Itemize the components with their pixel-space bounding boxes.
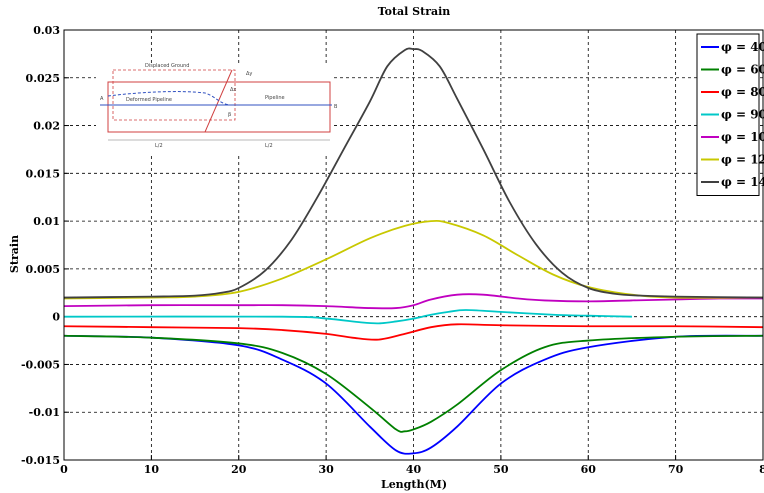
y-tick-label: 0.01 bbox=[33, 215, 60, 228]
inset-label: A bbox=[100, 96, 104, 102]
x-tick-label: 60 bbox=[581, 463, 597, 476]
x-tick-label: 30 bbox=[318, 463, 334, 476]
legend-label: φ = 1200 bbox=[721, 151, 764, 167]
legend-label: φ = 900 bbox=[721, 106, 764, 122]
series-line bbox=[63, 309, 632, 325]
legend: φ = 400 φ = 600 φ = 800 φ = 900 φ = 1000 φ = … bbox=[696, 33, 764, 196]
series-line bbox=[63, 219, 764, 300]
y-tick-label: 0.03 bbox=[33, 24, 60, 37]
y-tick-label: 0.015 bbox=[26, 167, 60, 180]
series-layer bbox=[63, 47, 764, 455]
series-line bbox=[63, 293, 764, 310]
x-tick-label: 8 bbox=[759, 463, 764, 476]
chart-title: Total Strain bbox=[378, 5, 451, 18]
y-tick-label: -0.015 bbox=[21, 454, 60, 467]
inset-pipeline-diagram: Displaced Ground Deformed Pipeline Pipel… bbox=[96, 63, 338, 155]
y-tick-label: 0.025 bbox=[26, 72, 60, 85]
y-tick-label: 0 bbox=[52, 311, 60, 324]
legend-label: φ = 600 bbox=[721, 61, 764, 77]
inset-displaced-ground-box bbox=[112, 69, 236, 121]
plot-frame bbox=[63, 29, 764, 461]
inset-label: Displaced Ground bbox=[145, 63, 189, 69]
inset-label: B bbox=[334, 104, 338, 110]
y-tick-label: 0.005 bbox=[26, 263, 60, 276]
x-tick-label: 20 bbox=[231, 463, 247, 476]
inset-label: Δy bbox=[246, 71, 252, 77]
axis-ticks: 0 10 20 30 40 50 60 70 8 -0.015 -0.01 -0.005 0 0.005 0… bbox=[21, 24, 764, 476]
inset-ground-box bbox=[107, 81, 331, 133]
inset-label: β bbox=[228, 112, 231, 118]
series-line bbox=[63, 334, 764, 433]
legend-label: φ = 1000 bbox=[721, 128, 764, 144]
inset-label: Pipeline bbox=[265, 95, 285, 101]
x-axis-label: Length(M) bbox=[381, 478, 447, 491]
x-tick-label: 70 bbox=[668, 463, 684, 476]
y-tick-label: -0.005 bbox=[21, 358, 60, 371]
x-tick-label: 50 bbox=[493, 463, 509, 476]
series-line bbox=[63, 334, 764, 455]
inset-label: L/2 bbox=[265, 143, 273, 149]
y-axis-label: Strain bbox=[8, 235, 21, 273]
x-tick-label: 0 bbox=[60, 463, 68, 476]
legend-label: φ = 1400 bbox=[721, 173, 764, 189]
legend-label: φ = 800 bbox=[721, 83, 764, 99]
x-tick-label: 40 bbox=[406, 463, 422, 476]
inset-label: Δx bbox=[230, 87, 236, 93]
series-line bbox=[63, 323, 764, 341]
y-tick-label: -0.01 bbox=[29, 406, 60, 419]
inset-label: Deformed Pipeline bbox=[126, 97, 172, 103]
inset-label: L/2 bbox=[155, 143, 163, 149]
series-line bbox=[63, 47, 764, 299]
legend-label: φ = 400 bbox=[721, 38, 764, 54]
inset-deformed-pipeline bbox=[107, 91, 231, 106]
y-tick-label: 0.02 bbox=[33, 120, 60, 133]
x-tick-label: 10 bbox=[144, 463, 160, 476]
